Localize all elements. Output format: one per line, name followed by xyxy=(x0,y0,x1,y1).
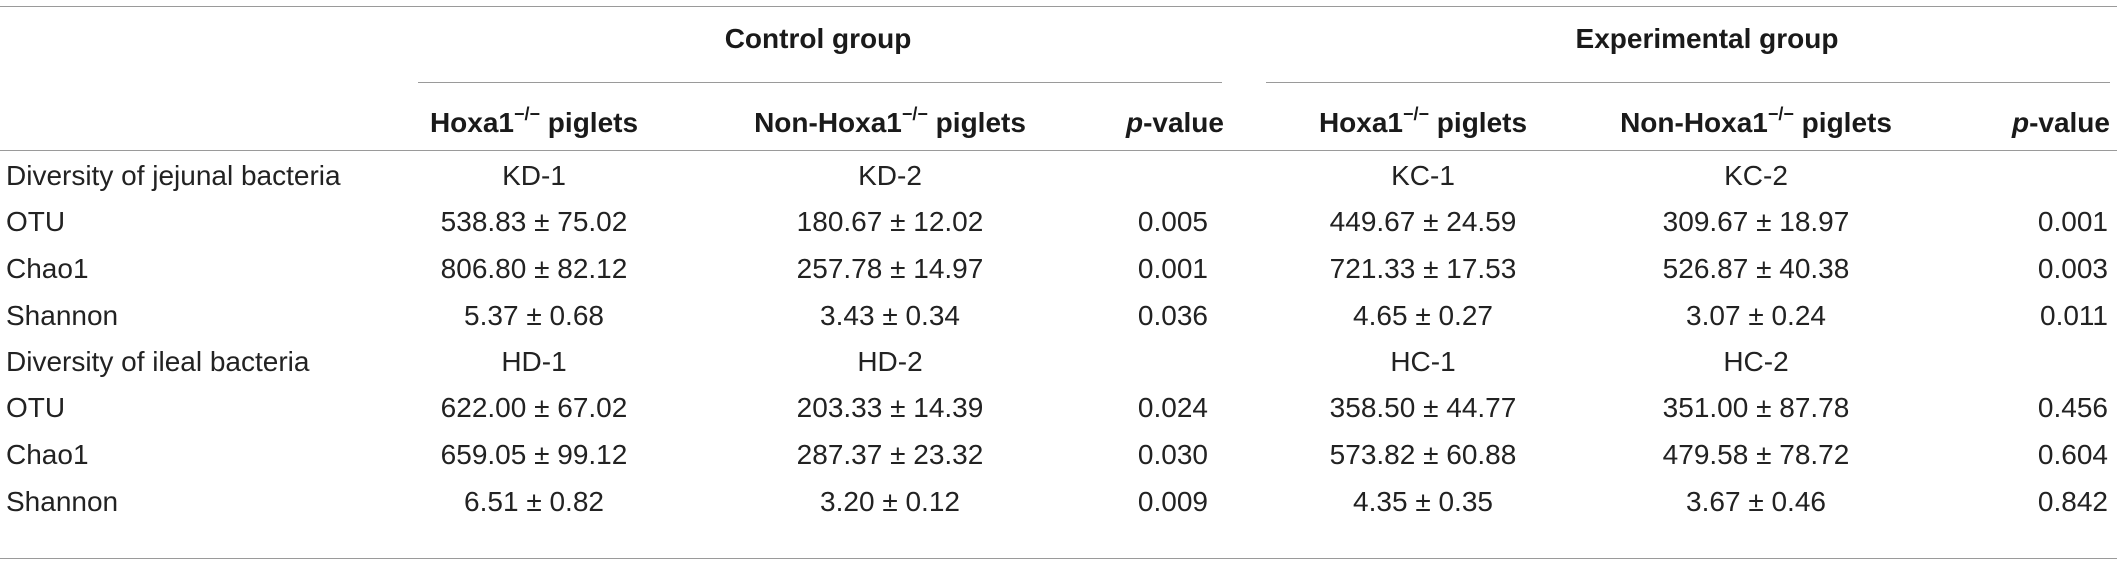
group-header-control: Control group xyxy=(724,23,912,54)
table-cell: 0.003 xyxy=(2037,253,2108,284)
table-cell: 3.43 ± 0.34 xyxy=(820,300,960,331)
col-header-pvalue-control: p-value xyxy=(1125,107,1224,138)
table-cell: 0.009 xyxy=(1137,486,1208,517)
row-label: Shannon xyxy=(6,486,119,517)
header-rule xyxy=(0,150,2117,151)
table-cell: KC-2 xyxy=(1724,160,1788,191)
table-cell: 203.33 ± 14.39 xyxy=(796,392,984,423)
table-cell: 4.35 ± 0.35 xyxy=(1353,486,1493,517)
table-cell: 538.83 ± 75.02 xyxy=(440,206,628,237)
table-cell: 806.80 ± 82.12 xyxy=(440,253,628,284)
table-cell: 526.87 ± 40.38 xyxy=(1662,253,1850,284)
col-header-hoxa1-experimental: Hoxa1−/− piglets xyxy=(1318,104,1528,138)
table-cell: 449.67 ± 24.59 xyxy=(1329,206,1517,237)
table-cell: 721.33 ± 17.53 xyxy=(1329,253,1517,284)
experimental-group-rule xyxy=(1266,82,2110,83)
table-cell: 0.842 xyxy=(2037,486,2108,517)
col-header-pvalue-experimental: p-value xyxy=(2011,107,2110,138)
table-cell: 0.011 xyxy=(2040,300,2108,331)
table-cell: 4.65 ± 0.27 xyxy=(1353,300,1493,331)
table-cell: 5.37 ± 0.68 xyxy=(464,300,604,331)
group-header-experimental: Experimental group xyxy=(1575,23,1839,54)
table-cell: 3.20 ± 0.12 xyxy=(820,486,960,517)
col-header-non-hoxa1-control: Non-Hoxa1−/− piglets xyxy=(754,104,1026,138)
table-cell: KD-1 xyxy=(502,160,566,191)
table-cell: 659.05 ± 99.12 xyxy=(440,439,628,470)
table-cell: 358.50 ± 44.77 xyxy=(1329,392,1517,423)
row-label: Chao1 xyxy=(6,253,89,284)
table-cell: HD-1 xyxy=(501,346,567,377)
row-label: OTU xyxy=(6,392,66,423)
row-label: OTU xyxy=(6,206,66,237)
table-cell: 351.00 ± 87.78 xyxy=(1662,392,1850,423)
table-cell: 0.030 xyxy=(1137,439,1208,470)
table-cell: 0.456 xyxy=(2037,392,2108,423)
table-cell: 287.37 ± 23.32 xyxy=(796,439,984,470)
col-header-hoxa1-control: Hoxa1−/− piglets xyxy=(429,104,639,138)
top-rule xyxy=(0,6,2117,7)
table-cell: 0.604 xyxy=(2037,439,2108,470)
table-cell: 257.78 ± 14.97 xyxy=(796,253,984,284)
table-cell: 0.005 xyxy=(1137,206,1208,237)
table-cell: 622.00 ± 67.02 xyxy=(440,392,628,423)
table-cell: HD-2 xyxy=(857,346,923,377)
table-cell: 573.82 ± 60.88 xyxy=(1329,439,1517,470)
table-cell: KD-2 xyxy=(858,160,922,191)
row-label: Diversity of jejunal bacteria xyxy=(6,160,341,191)
col-header-non-hoxa1-experimental: Non-Hoxa1−/− piglets xyxy=(1620,104,1892,138)
table-cell: 3.67 ± 0.46 xyxy=(1686,486,1826,517)
row-label: Diversity of ileal bacteria xyxy=(6,346,310,377)
table-cell: 479.58 ± 78.72 xyxy=(1662,439,1850,470)
table-cell: 0.024 xyxy=(1137,392,1208,423)
row-label: Shannon xyxy=(6,300,119,331)
table-cell: HC-2 xyxy=(1723,346,1789,377)
table-cell: 180.67 ± 12.02 xyxy=(796,206,984,237)
bottom-rule xyxy=(0,558,2117,559)
table-cell: 3.07 ± 0.24 xyxy=(1686,300,1826,331)
table-cell: 0.001 xyxy=(2037,206,2108,237)
row-label: Chao1 xyxy=(6,439,89,470)
control-group-rule xyxy=(418,82,1222,83)
table-cell: 6.51 ± 0.82 xyxy=(464,486,604,517)
table-cell: 0.036 xyxy=(1137,300,1208,331)
table-cell: HC-1 xyxy=(1390,346,1456,377)
table-cell: KC-1 xyxy=(1391,160,1455,191)
table-cell: 0.001 xyxy=(1137,253,1208,284)
table-cell: 309.67 ± 18.97 xyxy=(1662,206,1850,237)
